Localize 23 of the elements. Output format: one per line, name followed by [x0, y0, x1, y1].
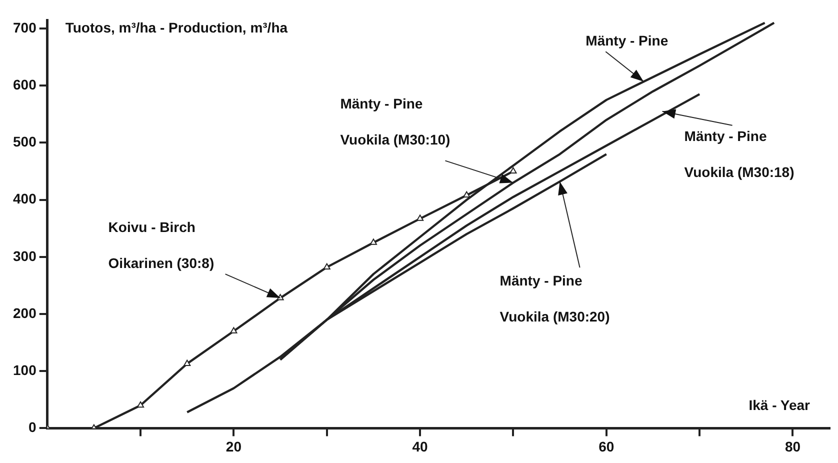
y-tick-label: 600: [13, 76, 37, 93]
annotation: Mänty - Pine: [586, 32, 668, 49]
annotation: Vuokila (M30:10): [340, 132, 450, 148]
y-tick-label: 200: [13, 304, 37, 321]
annotation: Vuokila (M30:20): [500, 308, 610, 324]
x-tick-label: 60: [598, 438, 614, 454]
annotation: Mänty - Pine: [684, 128, 767, 144]
y-tick-label: 500: [13, 134, 37, 150]
y-tick-label: 300: [13, 248, 37, 264]
x-tick-label: 20: [226, 438, 242, 454]
x-axis-title: Ikä - Year: [748, 397, 811, 414]
annotation: Mänty - Pine: [500, 272, 582, 288]
annotation: Mänty - Pine: [340, 96, 423, 112]
x-tick-label: 80: [784, 438, 801, 454]
y-axis-title: Tuotos, m³/ha - Production, m³/ha: [65, 19, 288, 36]
y-tick-label: 700: [13, 19, 37, 36]
annotation: Vuokila (M30:18): [684, 164, 794, 180]
y-tick-label: 100: [13, 362, 37, 378]
annotation: Oikarinen (30:8): [108, 254, 214, 271]
annotation: Koivu - Birch: [108, 218, 196, 235]
y-tick-label: 0: [28, 419, 37, 436]
x-tick-label: 40: [412, 438, 428, 454]
y-tick-label: 400: [13, 190, 37, 207]
